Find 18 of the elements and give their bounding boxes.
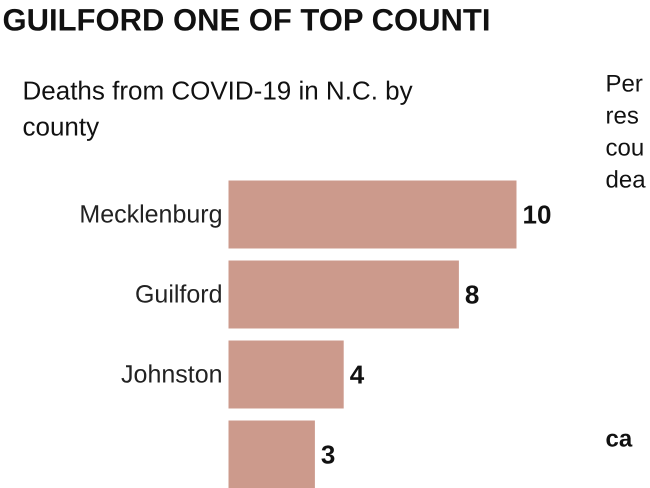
bar xyxy=(228,260,459,328)
text: cou xyxy=(606,134,644,162)
y-tick-label: Mecklenburg xyxy=(79,200,223,228)
data-label: 4 xyxy=(350,360,365,390)
bar xyxy=(228,420,315,488)
bar xyxy=(228,180,516,248)
y-tick-label: Guilford xyxy=(134,280,223,308)
bar xyxy=(228,340,344,408)
data-label: 10 xyxy=(522,200,552,230)
text: dea xyxy=(606,166,646,194)
text: Per xyxy=(606,70,643,98)
text: res xyxy=(606,102,639,130)
chart-subtitle: Deaths from COVID-19 in N.C. by county xyxy=(22,76,413,142)
chart-title: GUILFORD ONE OF TOP COUNTI xyxy=(2,2,490,38)
y-tick-label: Johnston xyxy=(121,360,223,388)
text: ca xyxy=(606,426,633,452)
data-label: 8 xyxy=(464,280,480,310)
data-label: 3 xyxy=(320,440,336,470)
